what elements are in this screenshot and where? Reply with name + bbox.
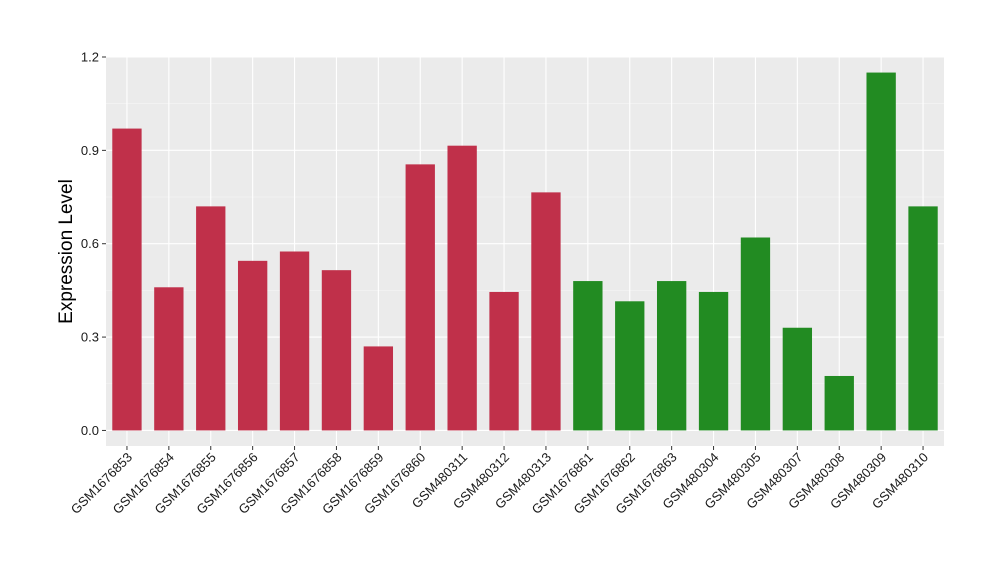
bar [489, 291, 519, 431]
y-tick-label: 0.6 [81, 236, 99, 251]
bar [279, 251, 310, 431]
y-axis: 0.0 0.3 0.6 0.9 1.2 [81, 50, 106, 438]
x-axis: GSM1676853GSM1676854GSM1676855GSM1676856… [68, 446, 931, 517]
bar [615, 301, 645, 431]
bar [782, 327, 813, 431]
bar [740, 237, 771, 431]
bar [321, 270, 352, 431]
bar [363, 346, 394, 431]
bar [196, 206, 226, 431]
bar [447, 145, 477, 431]
bar [698, 291, 729, 431]
y-tick-label: 1.2 [81, 50, 99, 65]
y-tick-label: 0.0 [81, 423, 99, 438]
y-axis-label: Expression Level [56, 179, 77, 324]
bar [824, 375, 854, 431]
bar [908, 206, 938, 431]
bar [656, 281, 687, 431]
bar [866, 72, 896, 431]
plot-panel [106, 57, 944, 446]
bar [405, 164, 435, 431]
bar [154, 287, 184, 431]
bar [531, 192, 561, 431]
y-tick-label: 0.3 [81, 330, 99, 345]
bar [237, 260, 268, 431]
bars [112, 72, 938, 431]
y-tick-label: 0.9 [81, 143, 99, 158]
bar [573, 281, 603, 431]
bar [112, 128, 142, 431]
